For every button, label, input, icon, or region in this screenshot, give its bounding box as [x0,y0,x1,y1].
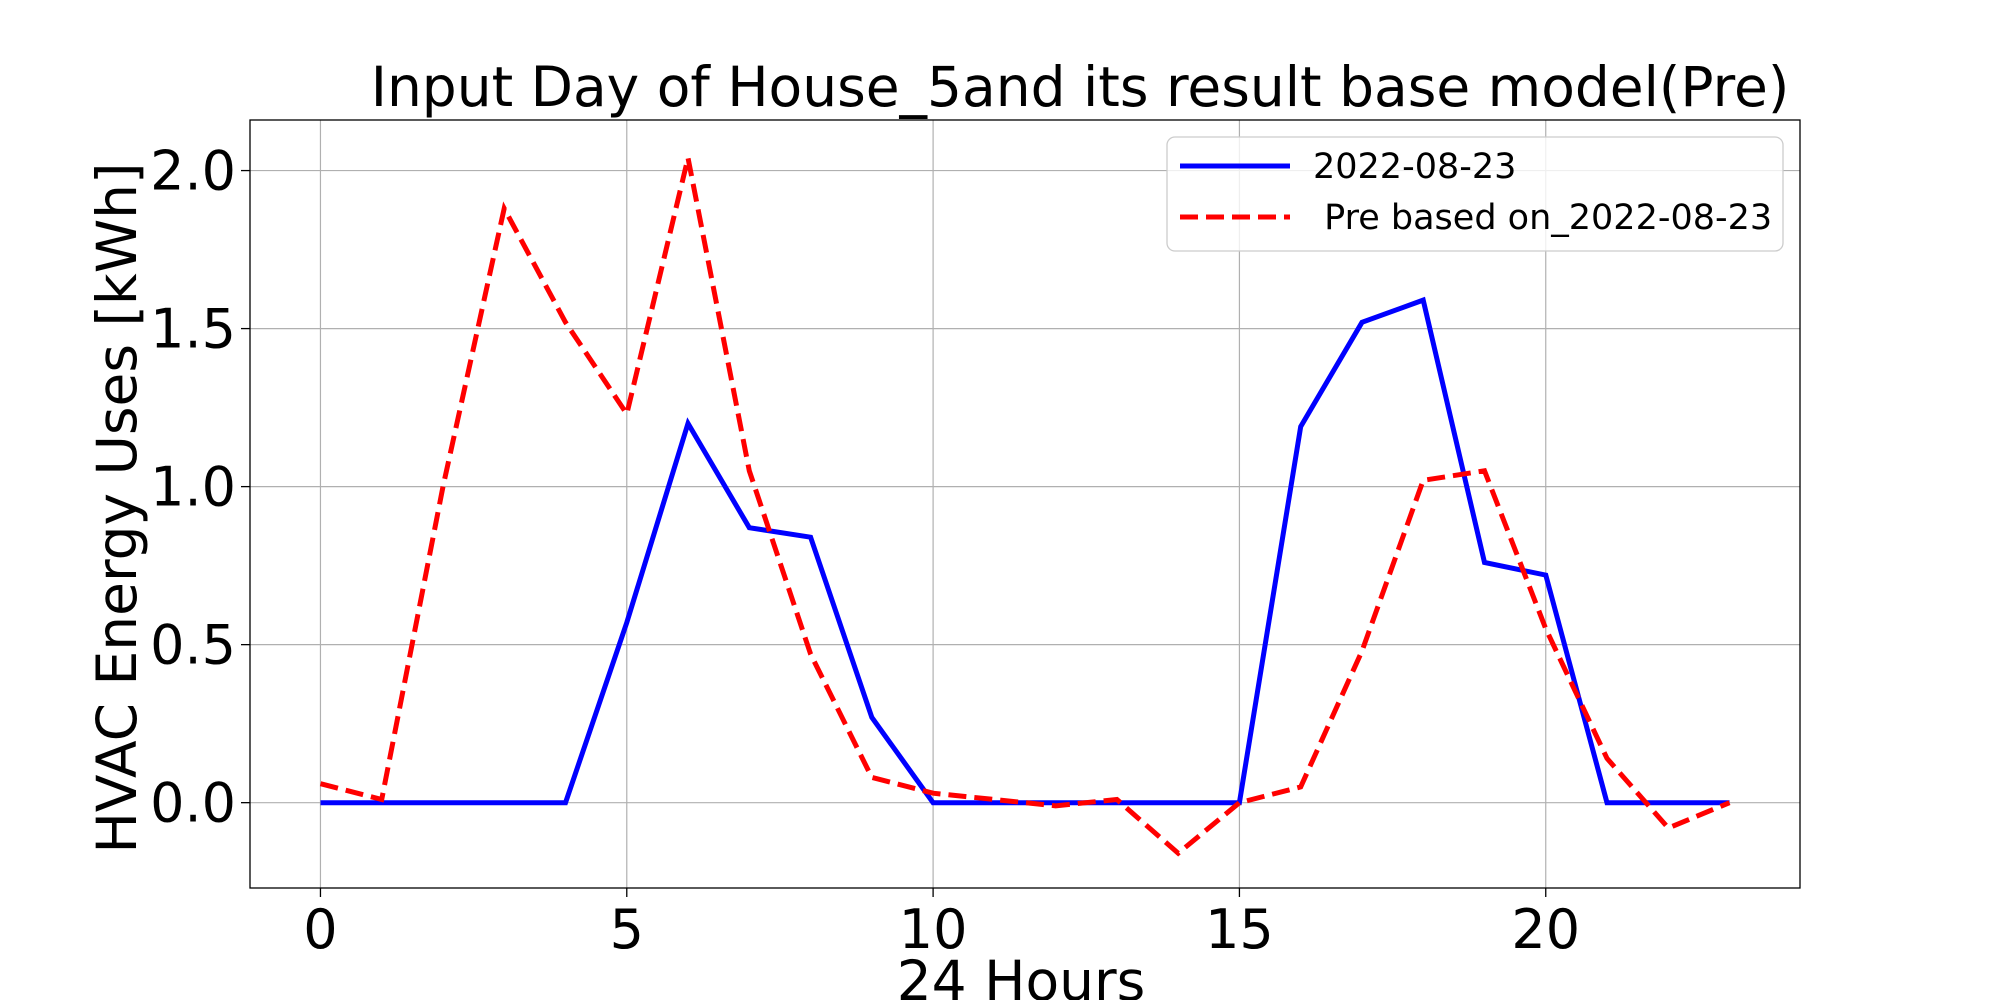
y-tick-label: 1.0 [150,456,236,519]
series-layer [319,157,1731,857]
chart-title: Input Day of House_5and its result base … [371,55,1790,119]
legend-label-2022-08-23: 2022-08-23 [1313,147,1516,187]
plot-frame [249,119,1801,889]
x-axis: 0 5 10 15 20 [303,888,1580,961]
y-tick-label: 0.0 [150,772,236,835]
legend: 2022-08-23 Pre based on_2022-08-23 [1166,136,1784,252]
x-tick-label: 0 [303,898,337,961]
x-axis-label: 24 Hours [897,949,1146,1000]
x-tick-label: 15 [1205,898,1274,961]
y-axis-label: HVAC Energy Uses [kWh] [85,163,149,854]
y-tick-label: 2.0 [150,140,236,203]
legend-box [1166,136,1784,252]
x-tick-label: 10 [899,898,968,961]
y-tick-label: 1.5 [150,298,236,361]
series-line-1 [319,157,1731,857]
y-axis: 0.0 0.5 1.0 1.5 2.0 [150,140,250,835]
x-tick-label: 20 [1511,898,1580,961]
x-tick-label: 5 [610,898,644,961]
y-tick-label: 0.5 [150,614,236,677]
series-line-0 [320,296,1730,806]
legend-label-pre-based-on: Pre based on_2022-08-23 [1313,198,1772,238]
